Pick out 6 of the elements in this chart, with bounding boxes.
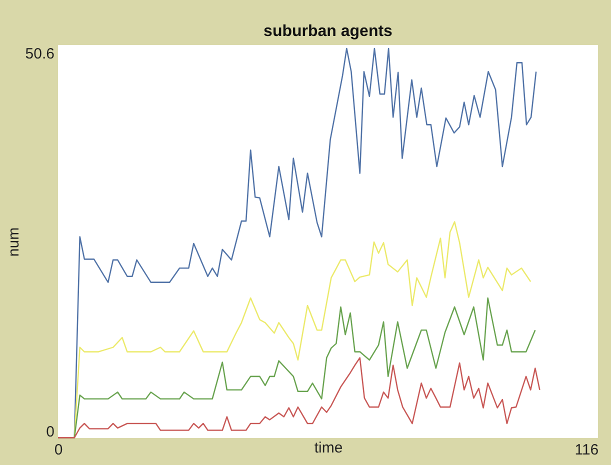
y-axis-title: num <box>5 227 22 257</box>
x-axis-title: time <box>314 440 343 456</box>
y-tick-label: 50.6 <box>25 45 54 62</box>
line-series <box>57 357 540 438</box>
chart-title: suburban agents <box>264 23 393 40</box>
x-tick-label: 116 <box>574 442 599 458</box>
